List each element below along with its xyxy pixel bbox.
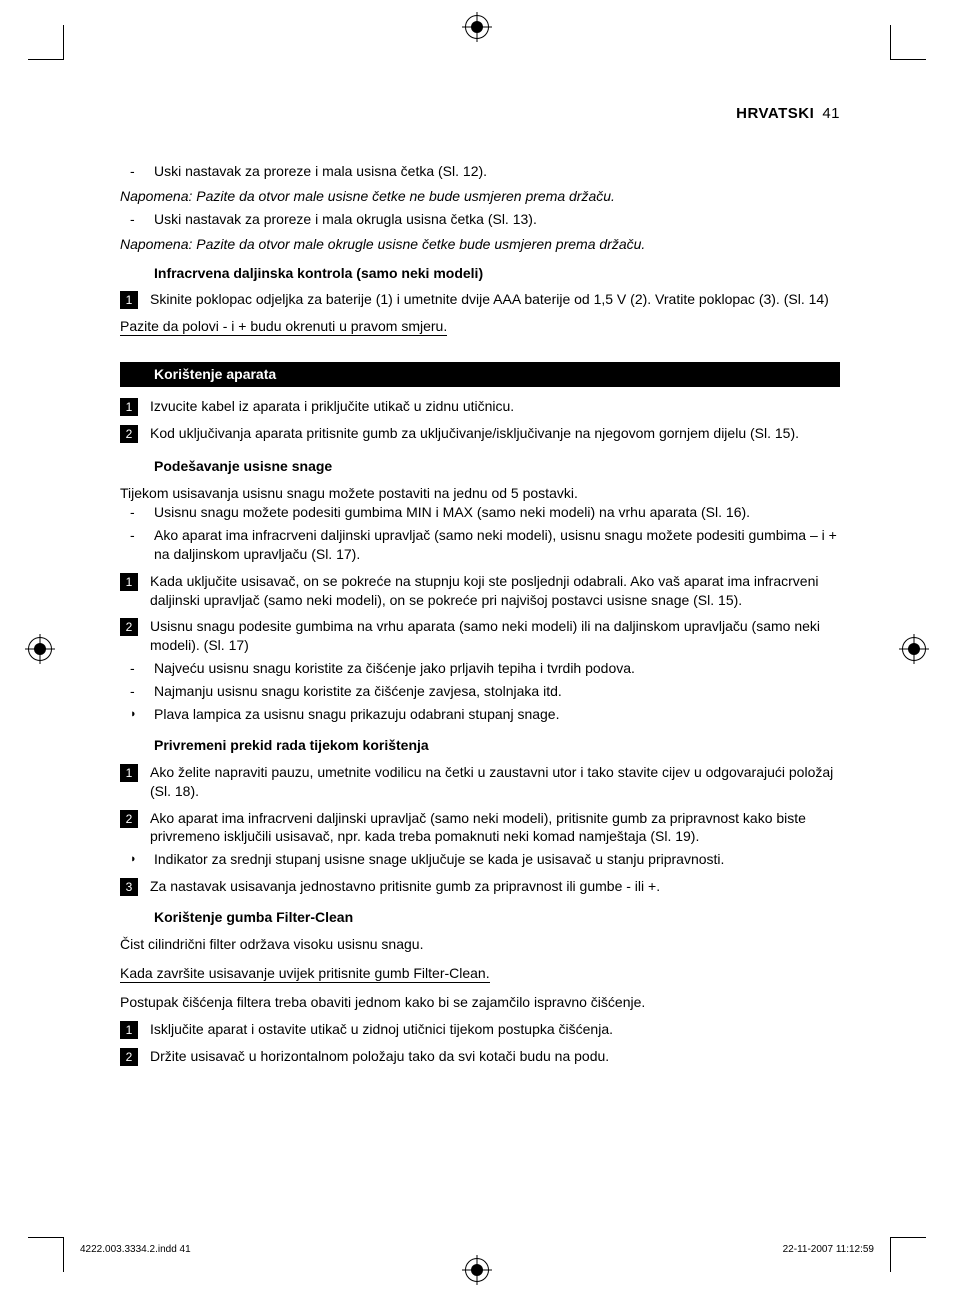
registration-mark [28, 637, 52, 661]
step-number-badge: 1 [120, 398, 138, 416]
language-title: HRVATSKI [736, 105, 814, 122]
section-heading: Podešavanje usisne snage [120, 457, 840, 476]
list-item: -Ako aparat ima infracrveni daljinski up… [120, 526, 840, 564]
section-heading: Infracrvena daljinska kontrola (samo nek… [120, 264, 840, 283]
step-number-badge: 3 [120, 878, 138, 896]
step-number-badge: 2 [120, 810, 138, 828]
paragraph: Tijekom usisavanja usisnu snagu možete p… [120, 484, 840, 503]
page-number: 41 [822, 105, 840, 122]
step-note: Pazite da polovi - i + budu okrenuti u p… [120, 317, 840, 336]
list-item: -Uski nastavak za proreze i mala usisna … [120, 162, 840, 181]
note-text: Napomena: Pazite da otvor male okrugle u… [120, 235, 840, 254]
list-item: -Najveću usisnu snagu koristite za čišće… [120, 659, 840, 678]
step-item: 2Ako aparat ima infracrveni daljinski up… [120, 809, 840, 847]
section-bar: Korištenje aparata [120, 362, 840, 387]
registration-mark [465, 15, 489, 39]
step-item: 1Ako želite napraviti pauzu, umetnite vo… [120, 763, 840, 801]
step-item: 2Držite usisavač u horizontalnom položaj… [120, 1047, 840, 1066]
step-item: 2Usisnu snagu podesite gumbima na vrhu a… [120, 617, 840, 655]
paragraph: Čist cilindrični filter održava visoku u… [120, 935, 840, 954]
list-item: -Najmanju usisnu snagu koristite za čišć… [120, 682, 840, 701]
step-item: 1Izvucite kabel iz aparata i priključite… [120, 397, 840, 416]
section-heading: Korištenje gumba Filter-Clean [120, 908, 840, 927]
step-item: 2Kod uključivanja aparata pritisnite gum… [120, 424, 840, 443]
step-item: 1Kada uključite usisavač, on se pokreće … [120, 572, 840, 610]
underlined-instruction: Kada završite usisavanje uvijek pritisni… [120, 964, 840, 983]
section-heading: Privremeni prekid rada tijekom korištenj… [120, 736, 840, 755]
step-number-badge: 1 [120, 573, 138, 591]
page-header: HRVATSKI 41 [120, 105, 840, 122]
footer-timestamp: 22-11-2007 11:12:59 [783, 1244, 874, 1255]
step-number-badge: 1 [120, 291, 138, 309]
step-number-badge: 2 [120, 618, 138, 636]
page-content: HRVATSKI 41 -Uski nastavak za proreze i m… [120, 105, 840, 1070]
paragraph: Postupak čišćenja filtera treba obaviti … [120, 993, 840, 1012]
bullet-item: ◗Plava lampica za usisnu snagu prikazuju… [120, 705, 840, 724]
footer-file: 4222.003.3334.2.indd 41 [80, 1244, 191, 1255]
step-item: 3Za nastavak usisavanja jednostavno prit… [120, 877, 840, 896]
step-number-badge: 2 [120, 1048, 138, 1066]
step-item: 1Isključite aparat i ostavite utikač u z… [120, 1020, 840, 1039]
registration-mark [465, 1258, 489, 1282]
step-item: 1Skinite poklopac odjeljka za baterije (… [120, 290, 840, 309]
print-footer: 4222.003.3334.2.indd 41 22-11-2007 11:12… [80, 1244, 874, 1255]
step-number-badge: 2 [120, 425, 138, 443]
step-number-badge: 1 [120, 764, 138, 782]
step-number-badge: 1 [120, 1021, 138, 1039]
note-text: Napomena: Pazite da otvor male usisne če… [120, 187, 840, 206]
list-item: -Usisnu snagu možete podesiti gumbima MI… [120, 503, 840, 522]
registration-mark [902, 637, 926, 661]
bullet-item: ◗Indikator za srednji stupanj usisne sna… [120, 850, 840, 869]
list-item: -Uski nastavak za proreze i mala okrugla… [120, 210, 840, 229]
